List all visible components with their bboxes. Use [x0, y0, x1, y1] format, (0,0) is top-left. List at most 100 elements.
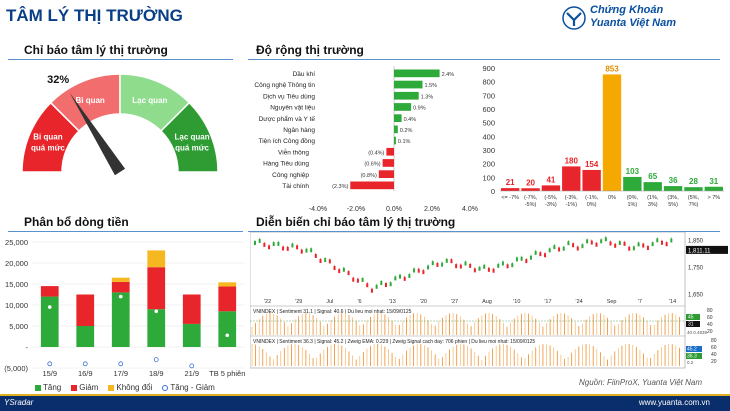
dist-x-label: 0%) — [587, 202, 597, 208]
tech-candle — [384, 283, 387, 288]
tech-candle — [394, 276, 397, 281]
breadth-bar — [350, 181, 394, 190]
dist-bar — [562, 166, 581, 191]
section-rule-breadth — [248, 59, 720, 60]
dist-bar — [521, 188, 540, 191]
flow-bar-segment — [147, 309, 166, 347]
flow-x-label: 21/9 — [184, 369, 199, 378]
breadth-category-label: Tài chính — [282, 183, 309, 190]
money-flow-chart: (5,000) - 5,000 10,000 15,000 20,000 25,000 15/… — [4, 238, 245, 378]
breadth-category-label: Công nghệ Thông tin — [254, 82, 315, 89]
tech-candle — [478, 266, 481, 271]
flow-x-label: TB 5 phiên — [209, 369, 245, 378]
dist-data-label: 36 — [669, 176, 678, 185]
tech-candle — [263, 242, 266, 247]
section-title-breadth: Độ rộng thị trường — [256, 43, 364, 57]
dist-x-label: (-7%, — [524, 195, 538, 201]
tech-candle — [632, 246, 635, 251]
tech-candle — [417, 268, 420, 273]
tech-date-label: '7 — [638, 299, 642, 305]
tech-panel2-tick: 20 — [711, 359, 717, 365]
dist-x-label: (5%, — [688, 195, 700, 201]
tech-price-tick: 1,750 — [688, 265, 704, 271]
tech-panel-right-label: 40 0.4839 — [687, 330, 708, 335]
gauge-zone-label: quá mức — [31, 144, 65, 153]
flow-bar-segment — [182, 323, 201, 347]
flow-legend: Tăng Giảm Không đổi Tăng - Giảm — [35, 383, 215, 392]
tech-candle — [651, 242, 654, 247]
tech-candle — [487, 267, 490, 272]
section-rule-indicator — [8, 59, 233, 60]
tech-panel1-badge-bg — [686, 321, 700, 327]
footer-website-link[interactable]: www.yuanta.com.vn — [638, 398, 710, 407]
tech-candle — [268, 245, 271, 250]
flow-marker — [189, 363, 195, 369]
dist-data-label: 20 — [526, 178, 535, 187]
tech-candle — [520, 256, 523, 261]
dist-data-label: 28 — [689, 177, 698, 186]
tech-panel2-badge: 36.3 — [687, 354, 697, 360]
tech-candle — [660, 240, 663, 245]
dist-y-tick: 200 — [482, 160, 495, 169]
breadth-category-label: Nguyên vật liệu — [270, 105, 315, 112]
tech-candle — [464, 261, 467, 266]
tech-panel2-badge-bg — [686, 346, 702, 352]
flow-y-tick: 25,000 — [5, 238, 28, 247]
tech-candle — [342, 267, 345, 272]
tech-candle — [399, 274, 402, 279]
breadth-data-label: (0.6%) — [364, 162, 380, 168]
dist-x-label: (-5%, — [544, 195, 558, 201]
breadth-chart: Dầu khí 2.4% Công nghệ Thông tin 1.5% Dịch v… — [254, 66, 478, 213]
sentiment-trend-chart: 1,850 1,750 1,650 1,811.11 '22 '29 Jul '6 '13 '20… — [250, 232, 728, 369]
tech-candle — [286, 246, 289, 251]
tech-panel2-badge: 45.2 — [687, 347, 697, 353]
dist-x-label: (3%, — [667, 195, 679, 201]
tech-candle — [600, 239, 603, 244]
tech-panel-right-label: 0.2 — [687, 360, 694, 365]
tech-candle — [366, 283, 369, 288]
tech-candle — [492, 268, 495, 273]
tech-candle — [618, 241, 621, 246]
tech-panel1-badge: 31 — [688, 322, 694, 328]
tech-panel2-tick: 40 — [711, 352, 717, 358]
breadth-category-label: Tiện ích Công đồng — [259, 136, 316, 145]
tech-candle — [310, 248, 313, 253]
tech-panel1-tick: 20 — [707, 329, 713, 335]
tech-candle — [539, 252, 542, 257]
tech-date-label: '20 — [420, 299, 427, 305]
tech-candle — [469, 263, 472, 268]
gauge-zone-label: Lạc quan — [175, 133, 210, 142]
tech-candle — [515, 257, 518, 262]
tech-candle — [254, 241, 256, 246]
dist-data-label: 154 — [585, 160, 599, 169]
tech-candle — [422, 270, 425, 275]
tech-candle — [324, 258, 327, 263]
gauge-zone-label: Bi quan — [75, 96, 104, 105]
footer-bar: YSradar www.yuanta.com.vn — [0, 396, 730, 411]
tech-date-label: Sep — [607, 299, 617, 305]
tech-candle — [529, 255, 532, 260]
dist-x-label: 1%) — [627, 202, 637, 208]
gauge-needle — [69, 92, 126, 176]
dist-x-label: 0% — [608, 195, 616, 201]
breadth-category-label: Công nghiệp — [272, 172, 309, 179]
flow-marker — [153, 357, 159, 362]
footer-accent — [0, 394, 730, 396]
tech-price-tick: 1,850 — [688, 238, 704, 244]
dist-data-label: 65 — [648, 172, 657, 181]
section-title-indicator: Chỉ báo tâm lý thị trường — [24, 43, 168, 57]
tech-candle — [277, 241, 280, 246]
tech-candle — [296, 245, 299, 250]
tech-candle — [558, 247, 561, 252]
flow-marker — [82, 361, 88, 367]
tech-candle — [590, 240, 593, 245]
flow-bar-segment — [218, 311, 237, 347]
flow-marker — [225, 333, 230, 338]
flow-bar-segment — [40, 296, 59, 347]
breadth-bar — [394, 103, 412, 111]
tech-candle — [305, 248, 308, 253]
breadth-data-label: 1.3% — [421, 94, 434, 100]
dist-x-label: 7%) — [689, 202, 699, 208]
breadth-bar — [382, 159, 394, 167]
tech-date-label: '22 — [264, 299, 271, 305]
